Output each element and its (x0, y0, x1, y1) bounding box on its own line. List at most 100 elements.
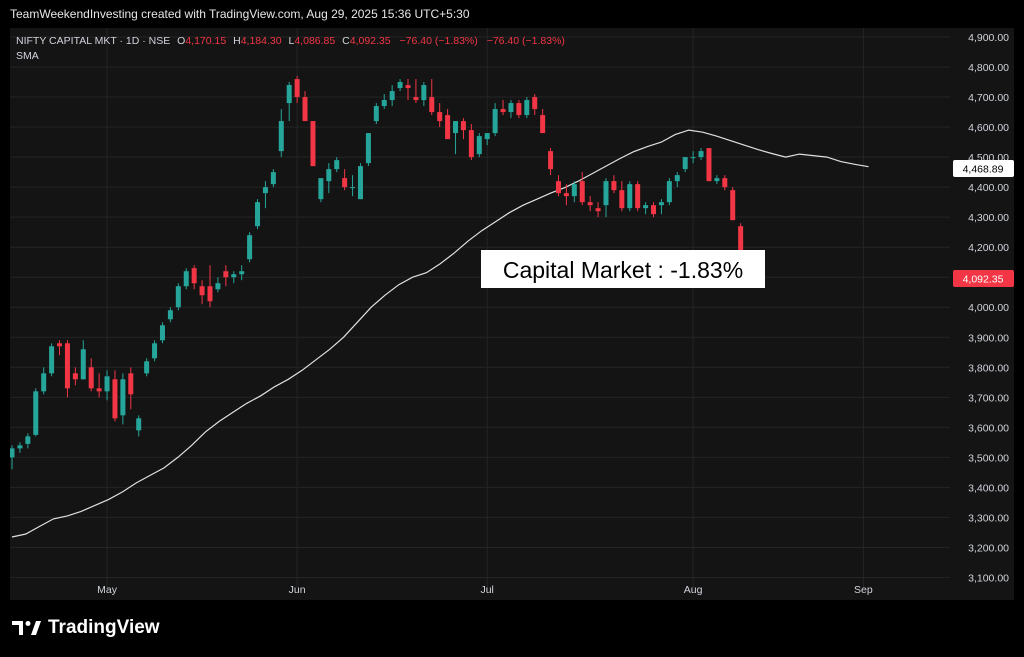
candle (516, 100, 522, 119)
x-tick-label: Jun (289, 584, 306, 596)
candle (167, 307, 173, 323)
y-tick-label: 3,700.00 (968, 392, 1009, 404)
candle (619, 181, 625, 212)
chart-frame[interactable]: 3,100.00 3,200.00 3,300.00 3,400.00 3,500.00… (9, 28, 1014, 600)
sma-price-tag: 4,468.89 (953, 160, 1014, 177)
y-tick-label: 3,300.00 (968, 512, 1009, 524)
candle (674, 172, 680, 188)
candle (9, 445, 15, 470)
candle (144, 358, 150, 377)
legend-symbol: NIFTY CAPITAL MKT · 1D · NSE (16, 35, 170, 47)
price-chart[interactable]: 3,100.00 3,200.00 3,300.00 3,400.00 3,500.00… (9, 28, 1014, 600)
candle (286, 82, 292, 122)
x-tick-label: May (97, 584, 118, 596)
candle (88, 358, 94, 392)
tradingview-logo[interactable]: TradingView (12, 617, 160, 639)
candle (484, 133, 490, 146)
candle (548, 148, 554, 176)
y-tick-label: 4,300.00 (968, 212, 1009, 224)
x-tick-label: Jul (480, 584, 493, 596)
candle (429, 79, 435, 116)
candle (17, 442, 23, 453)
candle (223, 265, 229, 287)
sma-line (11, 129, 869, 538)
y-tick-label: 3,500.00 (968, 452, 1009, 464)
candle (563, 184, 569, 206)
candle (231, 271, 237, 284)
candle (104, 370, 110, 401)
candle (595, 202, 601, 218)
y-tick-label: 3,900.00 (968, 332, 1009, 344)
candle (635, 181, 641, 212)
candle (643, 202, 649, 215)
candle (350, 175, 356, 197)
candle (191, 265, 197, 290)
candle (508, 100, 514, 119)
candle (603, 178, 609, 218)
legend-change: −76.40 (−1.83%) (400, 35, 478, 47)
svg-text:4,468.89: 4,468.89 (963, 164, 1004, 176)
candle (318, 178, 324, 203)
annotation-box[interactable]: Capital Market : -1.83% (481, 250, 765, 288)
legend-low: 4,086.85 (294, 35, 335, 47)
candle (698, 148, 704, 161)
candle (421, 82, 427, 107)
candle (666, 178, 672, 206)
candle (128, 367, 134, 410)
candle (64, 340, 70, 398)
y-tick-label: 4,700.00 (968, 92, 1009, 104)
candle (326, 163, 332, 194)
candle (25, 433, 31, 449)
candle (730, 187, 736, 221)
candle (405, 79, 411, 101)
candle (310, 121, 316, 167)
y-tick-label: 3,200.00 (968, 542, 1009, 554)
candle (460, 118, 466, 140)
tradingview-logo-icon (12, 621, 41, 635)
candle (33, 388, 39, 437)
candle (627, 181, 633, 212)
candle (658, 199, 664, 215)
candle (41, 367, 47, 395)
tradingview-brand: TradingView (48, 617, 160, 638)
legend: NIFTY CAPITAL MKT · 1D · NSE O4,170.15 H… (16, 35, 565, 62)
candle (571, 181, 577, 203)
candle (722, 175, 728, 191)
y-tick-label: 3,100.00 (968, 572, 1009, 584)
legend-change-2: −76.40 (−1.83%) (487, 35, 565, 47)
candle (365, 133, 371, 167)
last-price-tag: 4,092.35 (953, 270, 1014, 287)
candle (239, 265, 245, 281)
candle (587, 196, 593, 212)
candle (579, 172, 585, 206)
legend-indicator: SMA (16, 50, 39, 62)
candle (183, 268, 189, 290)
candle (334, 157, 340, 173)
candle (294, 76, 300, 104)
candle (682, 157, 688, 173)
y-tick-label: 3,400.00 (968, 482, 1009, 494)
candle (357, 163, 363, 200)
candle (445, 109, 451, 140)
y-tick-label: 3,800.00 (968, 362, 1009, 374)
candle (524, 97, 530, 119)
candle (611, 175, 617, 194)
candle (690, 151, 696, 164)
candle (72, 367, 78, 386)
candle (49, 343, 55, 377)
candle (389, 85, 395, 107)
y-tick-label: 4,400.00 (968, 182, 1009, 194)
y-tick-label: 4,900.00 (968, 32, 1009, 44)
svg-text:NIFTY CAPITAL MKT · 1D · NSE: NIFTY CAPITAL MKT · 1D · NSE O4,170.15 H… (16, 35, 565, 47)
candle (555, 175, 561, 197)
footer (0, 600, 1024, 657)
candle (476, 133, 482, 158)
grid-lines (10, 28, 950, 588)
legend-high: 4,184.30 (241, 35, 282, 47)
candle (120, 373, 126, 425)
candle (270, 169, 276, 188)
x-tick-label: Aug (684, 584, 703, 596)
candle (80, 340, 86, 380)
candle (500, 100, 506, 116)
y-axis: 3,100.00 3,200.00 3,300.00 3,400.00 3,500.00… (968, 32, 1009, 584)
